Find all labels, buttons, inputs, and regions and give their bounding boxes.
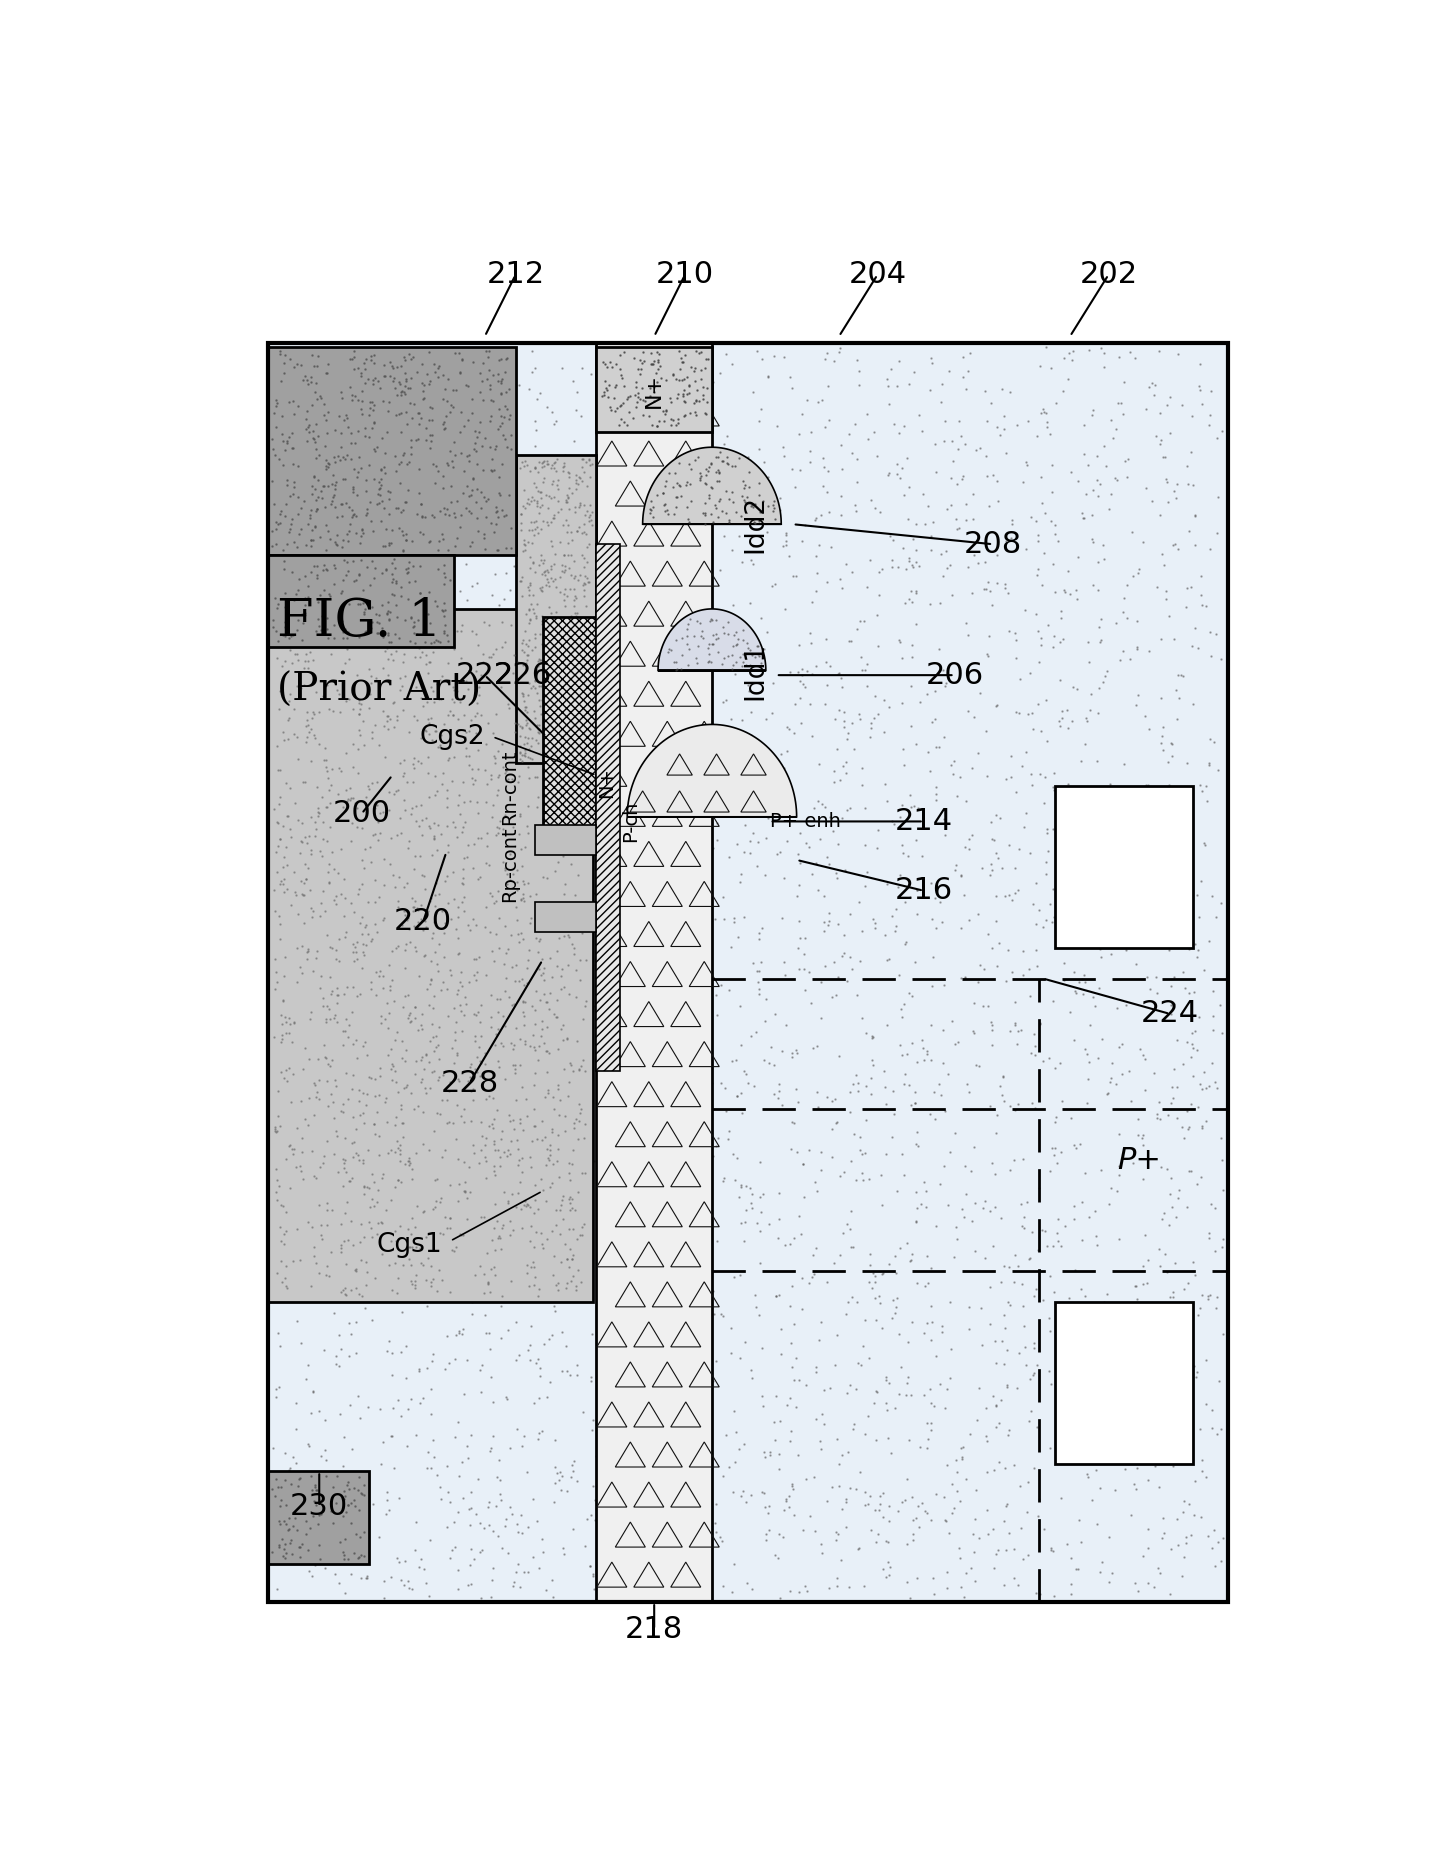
Text: 226: 226 (495, 661, 553, 690)
Text: 200: 200 (333, 799, 391, 829)
Bar (268, 347, 515, 554)
Bar (543, 616, 596, 840)
Text: N+: N+ (598, 767, 616, 799)
Bar (268, 343, 1229, 1603)
Bar (596, 343, 712, 1603)
Text: Idd1: Idd1 (742, 642, 768, 700)
Text: P-ch: P-ch (622, 801, 641, 842)
Text: P+: P+ (1117, 1146, 1162, 1176)
Text: 214: 214 (894, 806, 952, 836)
Bar (268, 554, 454, 648)
Bar (268, 1470, 369, 1564)
Text: 230: 230 (289, 1493, 349, 1521)
Bar (596, 347, 712, 431)
Bar (1055, 786, 1194, 948)
Text: 206: 206 (926, 661, 984, 690)
Text: 208: 208 (964, 530, 1022, 558)
Text: Cgs2: Cgs2 (420, 724, 485, 750)
Text: N+: N+ (644, 373, 664, 409)
Text: Idd2: Idd2 (742, 494, 768, 554)
Text: 212: 212 (486, 259, 544, 289)
Bar (515, 455, 596, 763)
Polygon shape (658, 608, 765, 670)
Text: 222: 222 (456, 661, 514, 690)
Text: 224: 224 (1142, 1000, 1200, 1028)
Text: Rn-cont: Rn-cont (501, 748, 519, 825)
Text: 216: 216 (894, 877, 952, 905)
Polygon shape (627, 724, 797, 817)
Bar (268, 343, 1229, 1603)
Text: Rp-cont: Rp-cont (501, 827, 519, 901)
Text: 218: 218 (625, 1616, 683, 1644)
Text: 204: 204 (848, 259, 907, 289)
Text: (Prior Art): (Prior Art) (276, 672, 482, 709)
Bar (1055, 1302, 1194, 1463)
Text: 228: 228 (440, 1069, 499, 1097)
Text: FIG. 1: FIG. 1 (276, 595, 441, 648)
Bar (535, 825, 596, 855)
Text: 220: 220 (394, 907, 453, 937)
Text: P+ enh: P+ enh (770, 812, 841, 830)
Text: 210: 210 (655, 259, 713, 289)
Text: Cgs1: Cgs1 (376, 1232, 443, 1258)
Bar (596, 545, 619, 1071)
Polygon shape (642, 448, 781, 524)
Text: 202: 202 (1079, 259, 1137, 289)
Bar (535, 901, 596, 933)
Bar (268, 608, 593, 1302)
